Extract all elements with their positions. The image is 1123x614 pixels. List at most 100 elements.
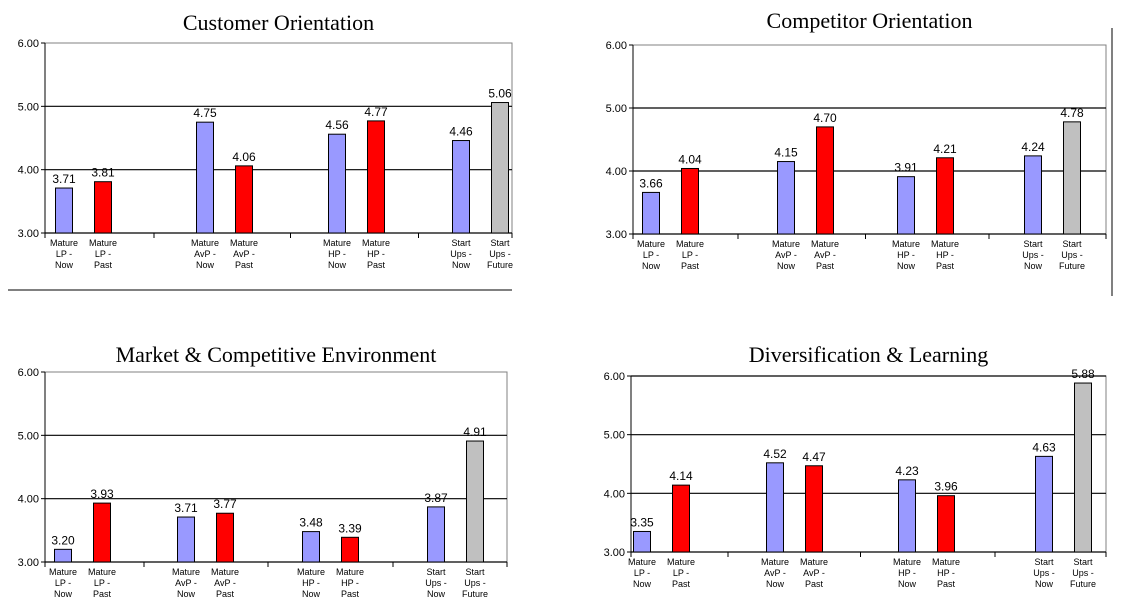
- x-tick-label: Mature AvP -Now: [772, 239, 800, 271]
- data-label: 4.06: [232, 150, 256, 164]
- x-tick-label: Mature HP -Past: [932, 557, 960, 589]
- data-label: 4.77: [364, 105, 388, 119]
- data-label: 4.91: [463, 425, 487, 439]
- bar-past: [341, 536, 359, 563]
- data-label: 4.46: [449, 125, 473, 139]
- data-label: 3.93: [90, 487, 114, 501]
- x-tick-label: Mature HP -Now: [893, 557, 921, 589]
- bar-past: [816, 126, 834, 235]
- data-label: 4.04: [678, 152, 702, 166]
- data-label: 3.91: [894, 161, 918, 175]
- x-tick-label: Mature HP -Now: [297, 567, 325, 599]
- x-tick-label: Mature AvP -Now: [761, 557, 789, 589]
- y-tick-label: 3.00: [606, 229, 627, 241]
- x-tick-label: Mature LP -Now: [628, 557, 656, 589]
- y-tick-label: 4.00: [18, 165, 39, 177]
- bar-future: [466, 440, 484, 563]
- data-label: 3.71: [174, 501, 198, 515]
- chart-title: Customer Orientation: [183, 10, 374, 35]
- data-label: 4.24: [1021, 140, 1045, 154]
- data-label: 3.96: [934, 480, 958, 494]
- x-tick-label: Mature HP -Now: [323, 238, 351, 270]
- x-tick-label: Mature HP -Past: [931, 239, 959, 271]
- data-label: 5.88: [1071, 367, 1095, 381]
- bar-now: [777, 161, 795, 235]
- bar-now: [427, 506, 445, 563]
- chart-title: Market & Competitive Environment: [116, 342, 437, 367]
- x-tick-label: Start Ups -Now: [1033, 557, 1055, 589]
- bar-now: [196, 121, 214, 234]
- data-label: 3.77: [213, 497, 237, 511]
- y-tick-label: 4.00: [606, 166, 627, 178]
- data-label: 4.14: [669, 469, 693, 483]
- x-tick-label: Mature HP -Now: [892, 239, 920, 271]
- data-label: 3.48: [299, 516, 323, 530]
- data-label: 4.47: [802, 450, 826, 464]
- x-tick-label: Mature AvP -Past: [211, 567, 239, 599]
- bar-past: [681, 167, 699, 235]
- bar-now: [177, 516, 195, 563]
- y-tick-label: 3.00: [18, 557, 39, 569]
- data-label: 3.39: [338, 521, 362, 535]
- y-tick-label: 4.00: [18, 494, 39, 506]
- bar-past: [94, 181, 112, 234]
- data-label: 3.20: [51, 533, 75, 547]
- data-label: 4.56: [325, 118, 349, 132]
- bar-future: [1074, 382, 1092, 553]
- x-tick-label: Mature LP -Past: [88, 567, 116, 599]
- data-label: 3.87: [424, 491, 448, 505]
- x-tick-label: Start Ups -Now: [450, 238, 472, 270]
- x-tick-label: Mature LP -Now: [50, 238, 78, 270]
- x-tick-label: Mature AvP -Past: [230, 238, 258, 270]
- x-tick-label: Mature LP -Past: [676, 239, 704, 271]
- chart-panel-1: Customer Orientation 3.00 4.00 5.00 6.00 3.71…: [8, 10, 513, 291]
- y-tick-label: 6.00: [606, 40, 627, 52]
- x-tick-label: Start Ups -Future: [1070, 557, 1096, 589]
- bar-now: [642, 191, 660, 235]
- data-label: 4.23: [895, 464, 919, 478]
- bar-now: [302, 531, 320, 563]
- bar-past: [367, 120, 385, 234]
- x-tick-label: Start Ups -Future: [487, 238, 513, 270]
- x-tick-label: Mature AvP -Now: [172, 567, 200, 599]
- y-tick-label: 6.00: [604, 371, 625, 383]
- x-tick-label: Mature LP -Past: [89, 238, 117, 270]
- y-tick-label: 5.00: [604, 430, 625, 442]
- bar-now: [452, 140, 470, 234]
- data-label: 3.81: [91, 166, 115, 180]
- y-tick-label: 3.00: [18, 228, 39, 240]
- bar-now: [898, 479, 916, 553]
- data-label: 4.63: [1032, 440, 1056, 454]
- x-tick-label: Start Ups -Future: [1059, 239, 1085, 271]
- y-tick-label: 5.00: [606, 103, 627, 115]
- chart-panel-3: Market & Competitive Environment 3.00 4.00…: [18, 342, 508, 599]
- y-tick-label: 5.00: [18, 430, 39, 442]
- bar-now: [1024, 155, 1042, 235]
- chart-title: Competitor Orientation: [767, 8, 973, 33]
- bar-past: [672, 484, 690, 553]
- data-label: 4.21: [933, 142, 957, 156]
- bar-past: [216, 512, 234, 563]
- x-tick-label: Mature LP -Past: [667, 557, 695, 589]
- y-tick-label: 6.00: [18, 367, 39, 379]
- bar-now: [897, 176, 915, 235]
- bar-now: [55, 187, 73, 234]
- bar-now: [1035, 455, 1053, 553]
- y-tick-label: 5.00: [18, 101, 39, 113]
- x-tick-label: Mature LP -Now: [49, 567, 77, 599]
- data-label: 4.52: [763, 447, 787, 461]
- data-label: 4.70: [813, 111, 837, 125]
- bar-future: [491, 102, 509, 234]
- data-label: 4.75: [193, 106, 217, 120]
- y-tick-label: 6.00: [18, 38, 39, 50]
- chart-panel-4: Diversification & Learning 3.00 4.00 5.00 6.…: [604, 342, 1107, 589]
- data-label: 4.78: [1060, 106, 1084, 120]
- chart-title: Diversification & Learning: [749, 342, 988, 367]
- bar-past: [937, 495, 955, 553]
- data-label: 5.06: [488, 87, 512, 101]
- bar-past: [805, 465, 823, 553]
- bar-now: [633, 530, 651, 553]
- x-tick-label: Mature AvP -Now: [191, 238, 219, 270]
- data-label: 4.15: [774, 146, 798, 160]
